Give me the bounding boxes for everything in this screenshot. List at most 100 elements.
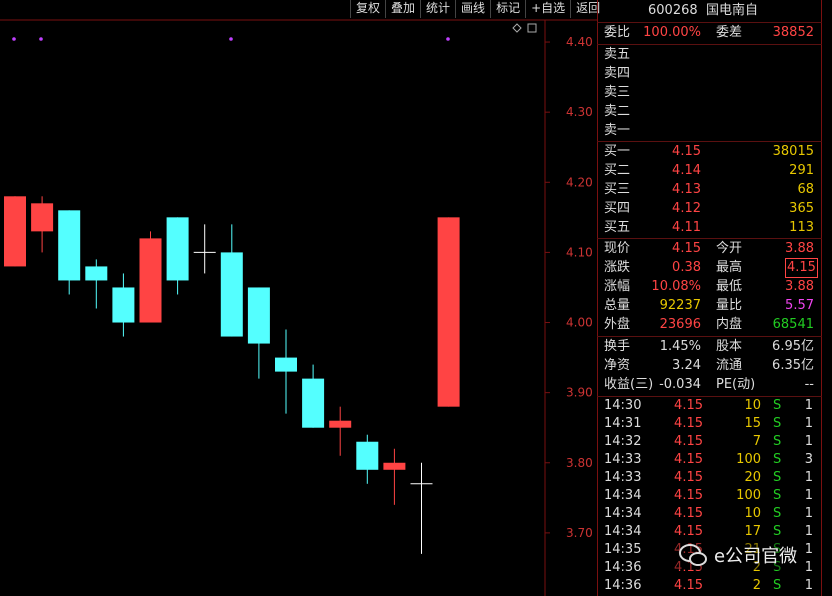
toolbar-button[interactable]: 标记 bbox=[490, 0, 525, 18]
toolbar-button[interactable]: 复权 bbox=[350, 0, 385, 18]
quote-text: 外盘 bbox=[604, 317, 631, 332]
quote-text: 买五 bbox=[604, 220, 631, 235]
quote-text: 1 bbox=[804, 542, 813, 557]
candle-body bbox=[247, 287, 270, 344]
candle-body bbox=[383, 462, 406, 470]
quote-text: 365 bbox=[789, 201, 814, 216]
separator bbox=[597, 44, 822, 45]
y-tick-label: 3.70 bbox=[566, 526, 593, 540]
quote-text: 68541 bbox=[772, 317, 814, 332]
watermark: e公司官微 bbox=[672, 540, 804, 570]
y-tick-label: 4.00 bbox=[566, 316, 593, 330]
quote-text: 卖三 bbox=[604, 85, 631, 100]
separator bbox=[597, 141, 822, 142]
quote-text: 4.15 bbox=[785, 258, 818, 278]
panel-divider bbox=[597, 0, 598, 596]
quote-text: 14:34 bbox=[604, 506, 642, 521]
quote-text: 卖五 bbox=[604, 47, 631, 62]
toolbar-button[interactable]: 叠加 bbox=[385, 0, 420, 18]
quote-text: 买三 bbox=[604, 182, 631, 197]
quote-text: 1 bbox=[804, 470, 813, 485]
toolbar-button[interactable]: +自选 bbox=[525, 0, 570, 18]
quote-text: 量比 bbox=[716, 298, 743, 313]
quote-text: 21 bbox=[744, 542, 761, 557]
quote-text: S bbox=[773, 434, 782, 449]
quote-text: 4.15 bbox=[674, 488, 703, 503]
quote-text: 3 bbox=[804, 452, 813, 467]
quote-text: 14:32 bbox=[604, 434, 642, 449]
quote-text: S bbox=[773, 470, 782, 485]
toolbar-button[interactable]: 画线 bbox=[455, 0, 490, 18]
quote-text: 15 bbox=[744, 416, 761, 431]
quote-text: 1 bbox=[804, 434, 813, 449]
candle-body bbox=[275, 357, 297, 372]
icon[interactable] bbox=[527, 23, 537, 33]
quote-text: 净资 bbox=[604, 358, 631, 373]
quote-text: 38015 bbox=[772, 144, 814, 159]
quote-text: -0.034 bbox=[659, 377, 701, 392]
quote-text: 4.15 bbox=[674, 398, 703, 413]
quote-text: 14:36 bbox=[604, 578, 642, 593]
watermark-text: e公司官微 bbox=[714, 546, 798, 567]
candle-body bbox=[356, 441, 379, 470]
y-tick-label: 4.40 bbox=[566, 35, 593, 49]
event-dot bbox=[229, 37, 233, 41]
quote-text: 4.15 bbox=[674, 434, 703, 449]
quote-text: 5.57 bbox=[785, 298, 814, 313]
quote-text: 收益(三) bbox=[604, 377, 654, 392]
quote-text: 总量 bbox=[604, 298, 631, 313]
quote-text: 涨幅 bbox=[604, 279, 631, 294]
toolbar-button[interactable]: 统计 bbox=[420, 0, 455, 18]
quote-text: 14:34 bbox=[604, 524, 642, 539]
quote-text: 3.24 bbox=[672, 358, 701, 373]
quote-text: 600268 bbox=[648, 3, 698, 18]
quote-text: 113 bbox=[789, 220, 814, 235]
icon[interactable] bbox=[512, 23, 522, 33]
quote-text: 0.38 bbox=[672, 260, 701, 275]
quote-text: 4.15 bbox=[674, 416, 703, 431]
y-tick-label: 3.90 bbox=[566, 386, 593, 400]
quote-text: 最低 bbox=[716, 279, 743, 294]
quote-text: 委差 bbox=[716, 25, 743, 40]
quote-text: 2 bbox=[752, 578, 761, 593]
quote-text: 20 bbox=[744, 470, 761, 485]
quote-text: 涨跌 bbox=[604, 260, 631, 275]
separator bbox=[597, 22, 822, 23]
quote-text: S bbox=[773, 524, 782, 539]
quote-text: S bbox=[773, 542, 782, 557]
quote-text: 3.88 bbox=[785, 279, 814, 294]
y-tick-label: 4.20 bbox=[566, 175, 593, 189]
quote-text: 1.45% bbox=[659, 339, 701, 354]
quote-text: 1 bbox=[804, 524, 813, 539]
quote-text: 4.15 bbox=[674, 578, 703, 593]
toolbar-button[interactable]: 返回 bbox=[570, 0, 605, 18]
candle-body bbox=[437, 217, 460, 407]
candle-body bbox=[4, 196, 26, 267]
quote-text: S bbox=[773, 578, 782, 593]
quote-text: 14:36 bbox=[604, 560, 642, 575]
quote-text: 最高 bbox=[716, 260, 743, 275]
event-dot bbox=[446, 37, 450, 41]
panel-divider bbox=[821, 0, 822, 596]
event-dot bbox=[12, 37, 16, 41]
y-tick-label: 3.80 bbox=[566, 456, 593, 470]
quote-text: 14:35 bbox=[604, 542, 642, 557]
quote-text: S bbox=[773, 506, 782, 521]
quote-text: 2 bbox=[752, 560, 761, 575]
separator bbox=[597, 336, 822, 337]
separator bbox=[597, 396, 822, 397]
quote-text: 14:33 bbox=[604, 470, 642, 485]
quote-text: S bbox=[773, 452, 782, 467]
quote-text: 4.15 bbox=[674, 452, 703, 467]
y-tick-label: 4.10 bbox=[566, 245, 593, 259]
quote-text: 1 bbox=[804, 560, 813, 575]
quote-text: S bbox=[773, 560, 782, 575]
quote-text: 4.12 bbox=[672, 201, 701, 216]
quote-text: 4.15 bbox=[672, 144, 701, 159]
quote-text: 国电南自 bbox=[706, 3, 759, 18]
separator bbox=[597, 238, 822, 239]
quote-text: 卖二 bbox=[604, 104, 631, 119]
quote-text: S bbox=[773, 416, 782, 431]
quote-text: 买四 bbox=[604, 201, 631, 216]
